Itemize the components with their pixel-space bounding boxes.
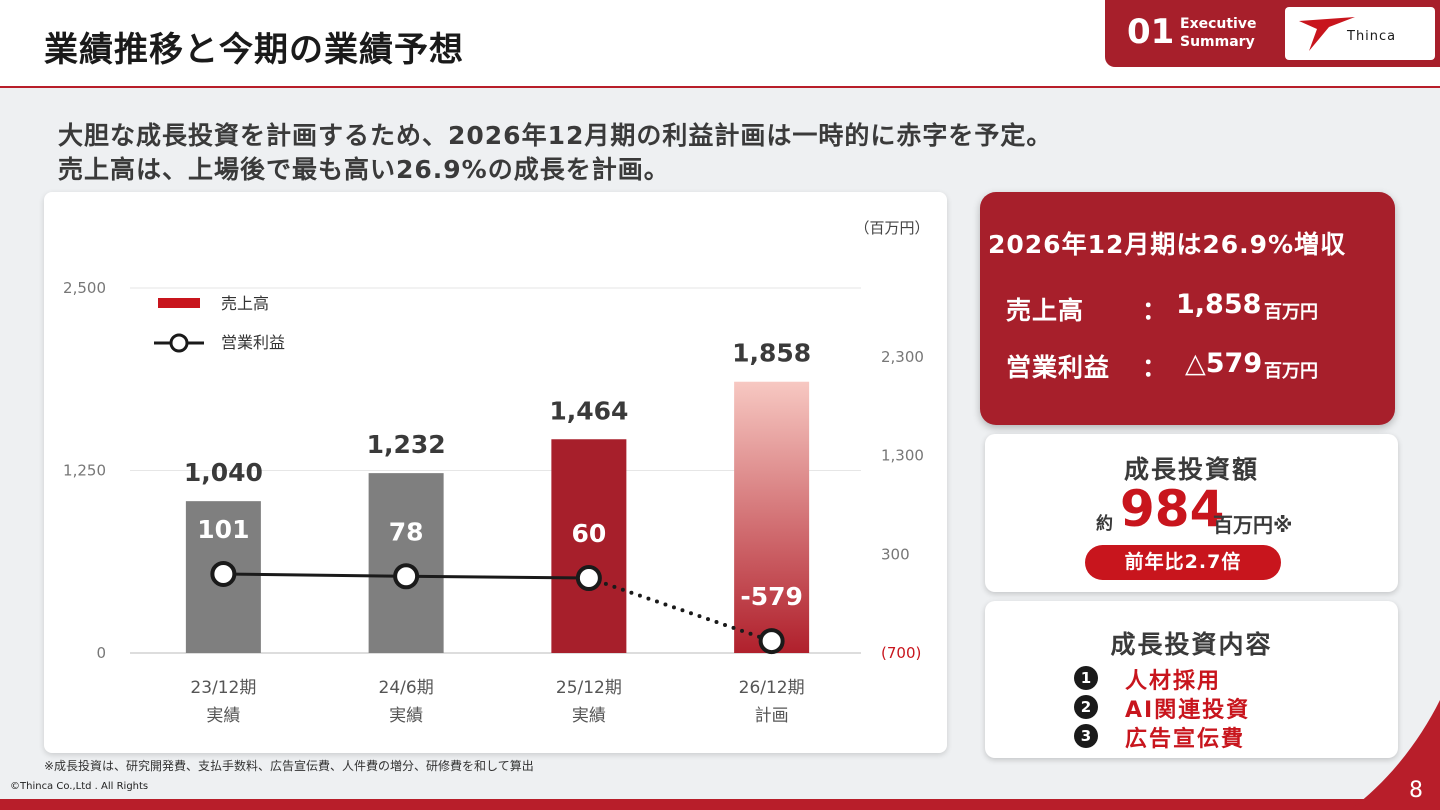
investment-approx: 約 — [1096, 514, 1113, 534]
section-name: Executive Summary — [1180, 15, 1270, 51]
profit-line-forecast-segment — [586, 576, 774, 644]
kpi-sales-label: 売上高 — [1006, 296, 1085, 325]
profit-value-label: 60 — [571, 519, 606, 548]
investment-card: 成長投資額 約 984 百万円※ 前年比2.7倍 — [985, 434, 1398, 592]
investment-yoy-badge: 前年比2.7倍 — [1085, 545, 1281, 580]
category-label: 24/6期 — [379, 678, 434, 698]
sales-value-label: 1,464 — [549, 396, 628, 425]
item-label-hiring: 人材採用 — [1125, 669, 1222, 694]
left-axis-tick-label: 1,250 — [63, 462, 106, 480]
profit-value-label: 101 — [197, 515, 249, 544]
kpi-profit-unit: 百万円 — [1264, 361, 1318, 382]
footnote: ※成長投資は、研究開発費、支払手数料、広告宣伝費、人件費の増分、研修費を和して算… — [44, 759, 534, 773]
right-axis-tick-label: 300 — [881, 545, 910, 563]
investment-amount: 984 — [1120, 480, 1225, 538]
profit-point — [210, 560, 237, 587]
page-number: 8 — [1409, 778, 1423, 803]
company-logo: Thinca — [1285, 7, 1435, 60]
profit-point — [575, 565, 602, 592]
right-axis-tick-label: 2,300 — [881, 348, 924, 366]
section-number: 01 — [1127, 12, 1175, 52]
sales-bar — [551, 439, 627, 653]
kpi-sales-unit: 百万円 — [1264, 302, 1318, 323]
kpi-profit-colon: ： — [1142, 353, 1168, 382]
right-axis-tick-label: (700) — [881, 644, 921, 662]
category-label: 26/12期 — [739, 678, 805, 698]
section-name-line1: Executive — [1180, 16, 1257, 32]
investment-title: 成長投資額 — [1123, 455, 1259, 484]
profit-line-segment — [223, 572, 407, 578]
category-sublabel: 計画 — [755, 706, 789, 726]
sales-value-label: 1,858 — [732, 339, 811, 368]
page-title: 業績推移と今期の業績予想 — [44, 30, 464, 70]
profit-value-label: -579 — [740, 582, 803, 611]
category-label: 25/12期 — [556, 678, 622, 698]
right-axis-tick-label: 1,300 — [881, 447, 924, 465]
category-label: 23/12期 — [190, 678, 256, 698]
copyright: ©Thinca Co.,Ltd . All Rights — [10, 781, 149, 792]
profit-point — [758, 628, 785, 655]
left-axis-tick-label: 2,500 — [63, 279, 106, 297]
logo-mark-icon — [1299, 17, 1355, 51]
kpi-profit-label: 営業利益 — [1006, 353, 1111, 382]
header-bar: 業績推移と今期の業績予想 01 Executive Summary Thinca — [0, 0, 1440, 88]
legend-profit-marker — [169, 333, 189, 353]
section-tag: 01 Executive Summary Thinca — [1105, 0, 1440, 67]
left-axis-tick-label: 0 — [96, 644, 106, 662]
investment-unit: 百万円※ — [1213, 513, 1293, 537]
sales-value-label: 1,232 — [367, 430, 446, 459]
headline-line2: 売上高は、上場後で最も高い26.9%の成長を計画。 — [58, 155, 670, 184]
profit-value-label: 78 — [389, 517, 424, 546]
chart-panel: （百万円） 0 1,250 2,500 (700) 300 1,300 2,300 1,040 2… — [44, 192, 947, 753]
kpi-sales-colon: ： — [1142, 296, 1168, 325]
headline-line1: 大胆な成長投資を計画するため、2026年12月期の利益計画は一時的に赤字を予定。 — [58, 121, 1053, 150]
sales-profit-chart: （百万円） 0 1,250 2,500 (700) 300 1,300 2,300 1,040 2… — [63, 219, 929, 726]
kpi-sales-value: 1,858 — [1176, 289, 1262, 320]
category-sublabel: 実績 — [389, 706, 423, 726]
legend-sales-label: 売上高 — [221, 294, 269, 313]
item-number-2: 2 — [1074, 695, 1098, 719]
kpi-profit-value: △579 — [1185, 348, 1263, 379]
category-sublabel: 実績 — [206, 706, 240, 726]
category-sublabel: 実績 — [572, 706, 606, 726]
chart-unit-label: （百万円） — [854, 219, 929, 237]
item-number-3: 3 — [1074, 724, 1098, 748]
sales-bar — [734, 381, 810, 653]
item-number-1: 1 — [1074, 666, 1098, 690]
investment-content-title: 成長投資内容 — [1110, 630, 1273, 659]
sales-value-label: 1,040 — [184, 458, 263, 487]
profit-line-segment — [406, 574, 589, 580]
bottom-bar — [0, 799, 1440, 810]
logo-text: Thinca — [1347, 29, 1397, 44]
sales-bar — [368, 473, 444, 653]
kpi-title: 2026年12月期は26.9%増収 — [988, 230, 1347, 259]
section-name-line2: Summary — [1180, 34, 1255, 50]
item-label-ai: AI関連投資 — [1125, 698, 1251, 723]
item-label-advertising: 広告宣伝費 — [1125, 727, 1246, 752]
profit-point — [393, 563, 420, 590]
legend-profit-label: 営業利益 — [221, 333, 285, 352]
corner-swoosh-decoration — [1350, 700, 1440, 810]
kpi-card: 2026年12月期は26.9%増収 売上高 ： 1,858 百万円 営業利益 ：… — [980, 192, 1395, 425]
legend-sales-swatch — [158, 298, 200, 308]
investment-content-card: 成長投資内容 1 人材採用 2 AI関連投資 3 広告宣伝費 — [985, 601, 1398, 758]
